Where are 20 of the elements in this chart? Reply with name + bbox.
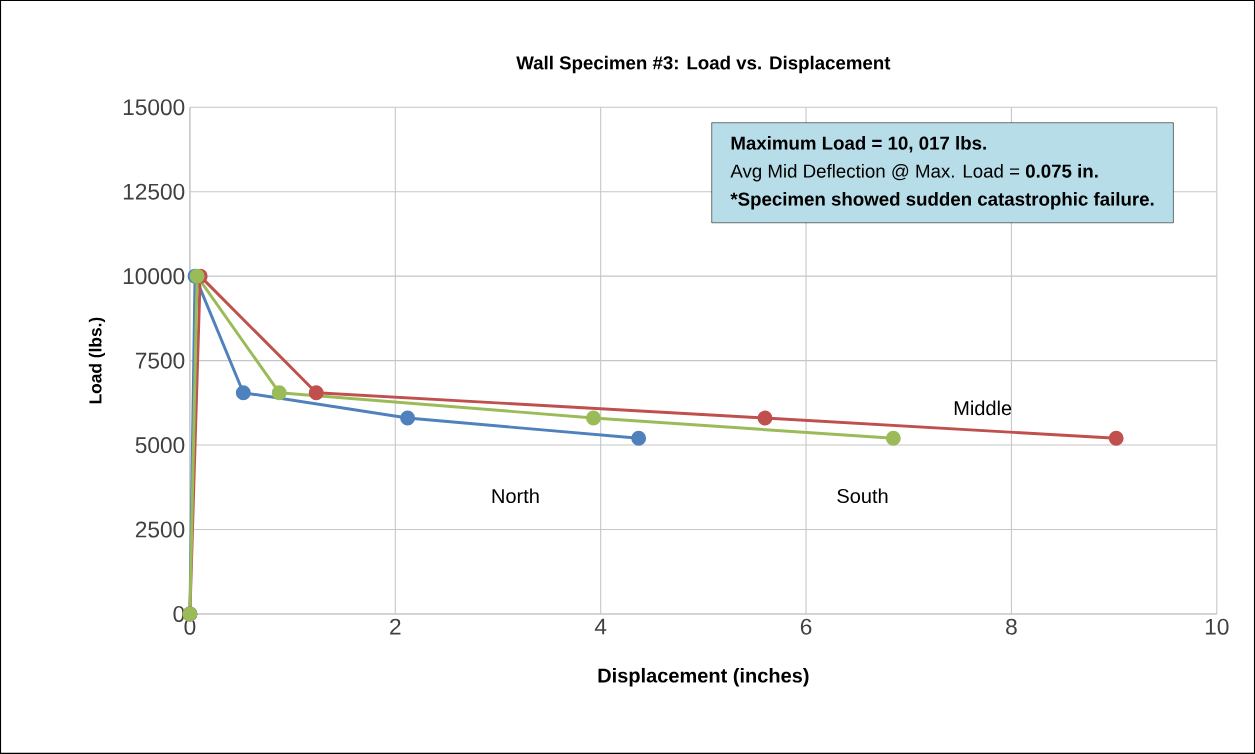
y-tick-label: 12500: [123, 183, 185, 200]
x-tick-label: 2: [390, 618, 401, 635]
y-tick-label: 5000: [135, 437, 185, 454]
x-axis-title: Displacement (inches): [598, 667, 809, 687]
x-tick-label: 8: [1006, 618, 1017, 635]
annotation: *Specimen showed sudden catastrophic failure.: [730, 192, 1154, 210]
text: North: [492, 488, 539, 504]
x-tick-label: 6: [800, 618, 812, 635]
x-tick-label: 4: [594, 618, 607, 635]
y-tick-label: 7500: [135, 352, 185, 369]
y-tick-label: 10000: [123, 268, 185, 285]
y-tick-label: 15000: [123, 99, 185, 116]
x-tick-label: 10: [1205, 618, 1229, 635]
y-tick-label: 2500: [135, 521, 185, 538]
series-label: Middle: [954, 400, 1012, 416]
annotation: Maximum Load = 10, 017 lbs.: [731, 136, 986, 153]
text: South: [837, 488, 888, 504]
y-axis-title: Load (lbs.): [88, 317, 105, 404]
annotation: Avg Mid Deflection @ Max. Load = 0.075 in.: [730, 164, 1098, 182]
chart-title: Wall Specimen #3: Load vs. Displacement: [516, 55, 891, 74]
